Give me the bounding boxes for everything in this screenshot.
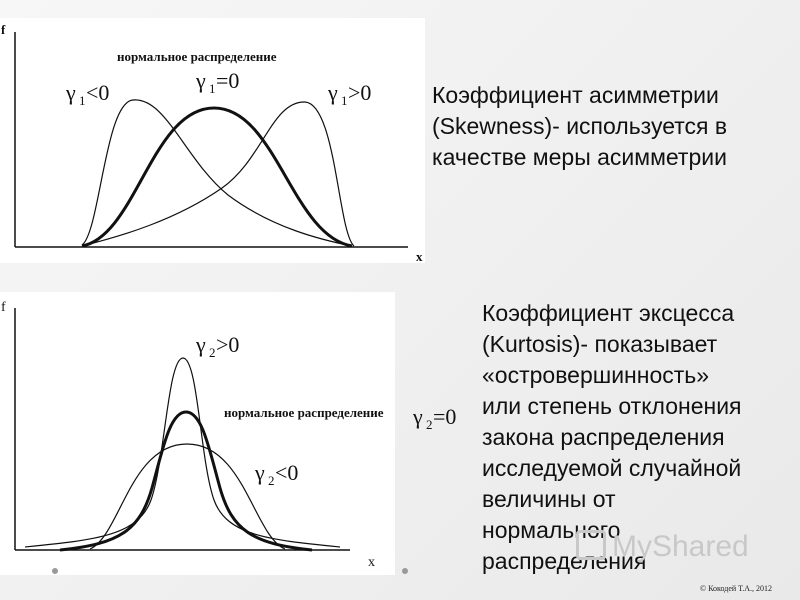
svg-text:=0: =0 [433,404,456,429]
gamma2-negative-label: γ 2 <0 [254,460,298,488]
svg-text:γ: γ [195,332,206,357]
text-line: или степень отклонения [482,391,742,422]
slide-dot [402,568,408,574]
copyright: © Кокодей Т.А., 2012 [700,584,772,593]
svg-text:<0: <0 [275,460,298,485]
text-line: качестве меры асимметрии [432,142,727,173]
svg-text:γ: γ [254,460,265,485]
text-line: закона распределения [482,422,742,453]
text-line: величины от [482,484,742,515]
skewness-description: Коэффициент асимметрии (Skewness)- испол… [432,80,727,173]
svg-text:γ: γ [412,404,423,429]
text-line: исследуемой случайной [482,453,742,484]
text-line: Коэффициент эксцесса [482,298,742,329]
bottom-normal-label: нормальное распределение [224,405,384,420]
watermark-logo-icon [576,530,606,560]
svg-text:2: 2 [209,345,216,360]
svg-text:2: 2 [426,417,433,432]
gamma2-positive-label: γ 2 >0 [195,332,239,360]
text-line: (Kurtosis)- показывает [482,329,742,360]
bottom-y-axis-label: f [1,300,6,315]
slide-dot [52,568,58,574]
svg-text:2: 2 [268,473,275,488]
bottom-x-axis-label: x [368,555,375,570]
text-line: «островершинность» [482,360,742,391]
watermark: MyShared [612,530,749,564]
text-line: Коэффициент асимметрии [432,80,727,111]
text-line: (Skewness)- используется в [432,111,727,142]
peaked-curve [25,358,340,547]
gamma2-zero-label: γ 2 =0 [412,404,456,432]
svg-text:>0: >0 [216,332,239,357]
